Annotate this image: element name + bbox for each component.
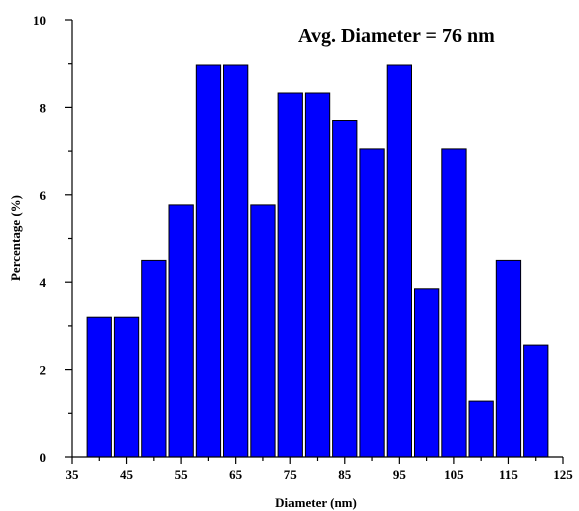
bar-115 bbox=[495, 259, 522, 458]
bar-85 bbox=[332, 120, 358, 458]
bar-80 bbox=[304, 92, 331, 458]
y-tick-label: 6 bbox=[40, 188, 47, 203]
x-ticks-group: 35 45 55 65 75 85 95 105 115 125 bbox=[66, 457, 573, 482]
y-axis-title: Percentage (%) bbox=[8, 195, 23, 281]
x-tick-label: 95 bbox=[393, 467, 407, 482]
x-axis-title: Diameter (nm) bbox=[275, 495, 357, 510]
x-tick-label: 85 bbox=[338, 467, 352, 482]
bar-50 bbox=[141, 259, 167, 458]
x-tick-label: 35 bbox=[66, 467, 80, 482]
bar-40 bbox=[86, 316, 112, 458]
x-tick-label: 65 bbox=[229, 467, 243, 482]
bar-110 bbox=[468, 400, 494, 458]
x-tick-label: 115 bbox=[499, 467, 518, 482]
bar-90 bbox=[359, 148, 385, 458]
x-tick-label: 75 bbox=[284, 467, 298, 482]
bar-105 bbox=[441, 148, 467, 458]
x-tick-label: 45 bbox=[120, 467, 134, 482]
y-tick-label: 4 bbox=[40, 275, 47, 290]
y-tick-label: 8 bbox=[40, 100, 47, 115]
bar-65 bbox=[223, 64, 249, 458]
bar-45 bbox=[113, 316, 140, 458]
x-tick-label: 105 bbox=[444, 467, 464, 482]
bar-120 bbox=[523, 344, 549, 458]
x-tick-label: 125 bbox=[553, 467, 573, 482]
y-tick-label: 10 bbox=[33, 13, 46, 28]
bar-60 bbox=[195, 64, 222, 458]
bar-100 bbox=[414, 288, 440, 458]
bar-95 bbox=[386, 64, 413, 458]
y-tick-label: 2 bbox=[40, 363, 47, 378]
y-ticks-group: 0 2 4 6 8 10 bbox=[33, 13, 72, 465]
x-tick-label: 55 bbox=[175, 467, 189, 482]
avg-diameter-annotation: Avg. Diameter = 76 nm bbox=[298, 25, 495, 47]
bar-75 bbox=[277, 92, 303, 458]
bars-group bbox=[86, 64, 549, 458]
bar-70 bbox=[250, 204, 276, 458]
y-tick-label: 0 bbox=[40, 450, 47, 465]
bar-55 bbox=[168, 204, 194, 458]
